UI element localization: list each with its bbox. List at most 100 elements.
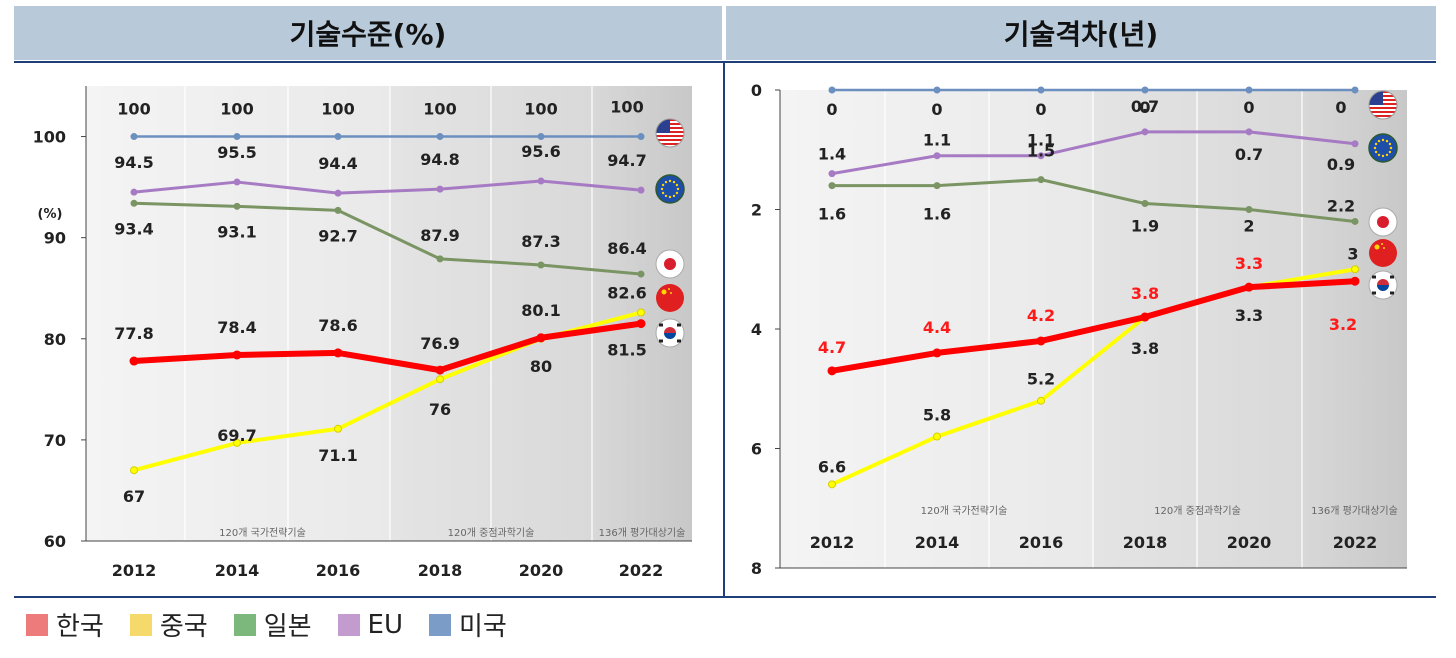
gap-label-korea-2012: 4.7	[818, 338, 846, 357]
gap-label-japan-2020: 2	[1243, 217, 1254, 236]
level-label-korea-2018: 76.9	[420, 334, 459, 353]
level-label-eu-2022: 94.7	[607, 151, 646, 170]
level-point-usa-2018	[436, 133, 444, 141]
level-label-china-2018: 76	[429, 400, 451, 419]
level-unit-label: (%)	[38, 207, 63, 222]
footer-divider	[14, 596, 1436, 598]
gap-point-china-2016	[1037, 396, 1045, 405]
level-series-korea	[133, 320, 642, 374]
legend-label-usa: 미국	[459, 612, 507, 642]
level-flag-japan-icon	[655, 249, 685, 279]
gap-label-korea-2018: 3.8	[1131, 284, 1159, 303]
gap-point-usa-2012	[828, 86, 836, 94]
gap-point-korea-2014	[932, 348, 942, 358]
gap-point-china-2022	[1351, 265, 1359, 274]
level-label-usa-2012: 100	[117, 100, 150, 119]
level-label-china-2020: 80	[530, 357, 552, 376]
level-period-note-1: 120개 국가전략기술	[219, 527, 306, 539]
level-flag-china-icon	[656, 284, 684, 312]
gap-point-usa-2018	[1141, 86, 1149, 94]
gap-label-japan-2012: 1.6	[818, 205, 846, 224]
gap-label-usa-2018: 0	[1139, 98, 1150, 117]
legend-swatch-usa	[429, 613, 451, 636]
level-x-tick-2020: 2020	[519, 561, 564, 580]
gap-y-tick-8: 8	[751, 559, 762, 578]
level-label-usa-2022: 100	[610, 98, 643, 117]
level-point-usa-2022	[637, 133, 645, 141]
level-point-eu-2016	[334, 189, 342, 197]
gap-point-korea-2018	[1140, 312, 1150, 322]
gap-x-tick-2022: 2022	[1333, 533, 1378, 552]
level-label-eu-2020: 95.6	[521, 142, 560, 161]
level-label-japan-2018: 87.9	[420, 226, 459, 245]
level-point-usa-2012	[130, 133, 138, 141]
gap-flag-eu-icon	[1368, 133, 1398, 163]
gap-label-eu-2022: 0.9	[1327, 155, 1355, 174]
gap-label-japan-2016: 1.5	[1027, 142, 1055, 161]
level-point-china-2018	[436, 375, 444, 384]
gap-point-eu-2020	[1245, 128, 1253, 136]
level-period-1-bg	[86, 86, 390, 541]
gap-y-tick-6: 6	[751, 440, 762, 459]
level-label-eu-2016: 94.4	[318, 154, 357, 173]
level-label-usa-2020: 100	[524, 100, 557, 119]
gap-label-eu-2016: 1.1	[1027, 131, 1055, 150]
level-label-japan-2016: 92.7	[318, 226, 357, 245]
gap-label-china-2014: 5.8	[923, 406, 951, 425]
gap-series-korea	[831, 278, 1356, 374]
legend-item-japan: 일본	[233, 606, 312, 643]
gap-label-korea-2016: 4.2	[1027, 306, 1055, 325]
gap-point-japan-2018	[1141, 200, 1149, 208]
legend-swatch-korea	[26, 613, 48, 636]
level-series-japan	[133, 201, 642, 276]
gap-label-usa-2016: 0	[1035, 100, 1046, 119]
gap-label-eu-2012: 1.4	[818, 145, 846, 164]
gap-label-japan-2014: 1.6	[923, 205, 951, 224]
gap-point-eu-2018	[1141, 128, 1149, 136]
gap-label-china-2018: 3.8	[1131, 339, 1159, 358]
gap-x-tick-2016: 2016	[1019, 533, 1064, 552]
gap-point-china-2012	[828, 480, 836, 489]
level-point-usa-2020	[537, 133, 545, 141]
header-divider	[14, 61, 1436, 63]
level-label-korea-2016: 78.6	[318, 316, 357, 335]
gap-label-china-2022: 3	[1347, 244, 1358, 263]
panel-divider	[723, 62, 725, 597]
level-label-japan-2022: 86.4	[607, 239, 646, 258]
level-label-korea-2022: 81.5	[607, 341, 646, 360]
gap-x-tick-2012: 2012	[810, 533, 855, 552]
gap-label-eu-2020: 0.7	[1235, 145, 1263, 164]
level-point-china-2016	[334, 424, 342, 433]
level-label-japan-2020: 87.3	[521, 232, 560, 251]
legend: 한국 중국 일본 EU 미국	[26, 606, 533, 643]
right-chart-title: 기술격차(년)	[726, 6, 1436, 60]
level-label-korea-2020: 80.1	[521, 301, 560, 320]
gap-label-china-2012: 6.6	[818, 457, 846, 476]
gap-point-eu-2016	[1037, 152, 1045, 160]
level-label-eu-2012: 94.5	[114, 153, 153, 172]
gap-label-eu-2014: 1.1	[923, 131, 951, 150]
gap-point-usa-2016	[1037, 86, 1045, 94]
level-point-eu-2018	[436, 185, 444, 193]
level-label-china-2022: 82.6	[607, 283, 646, 302]
level-point-china-2014	[233, 438, 241, 447]
level-point-korea-2022	[636, 319, 646, 329]
gap-point-usa-2014	[933, 86, 941, 94]
legend-label-china: 중국	[159, 612, 208, 642]
level-period-note-3: 136개 평가대상기술	[599, 527, 686, 539]
level-point-usa-2014	[233, 133, 241, 141]
level-label-japan-2014: 93.1	[217, 222, 256, 241]
gap-label-usa-2014: 0	[931, 100, 942, 119]
legend-swatch-japan	[233, 613, 256, 636]
level-y-tick-70: 70	[44, 431, 66, 450]
gap-period-3-bg	[1302, 90, 1407, 568]
gap-point-japan-2020	[1245, 206, 1253, 213]
level-y-tick-60: 60	[44, 532, 66, 551]
gap-flag-china-icon	[1369, 239, 1397, 267]
level-x-tick-2014: 2014	[215, 561, 260, 580]
level-y-tick-80: 80	[44, 330, 66, 349]
legend-swatch-china	[129, 613, 152, 636]
level-label-china-2012: 67	[123, 487, 145, 506]
level-point-eu-2012	[130, 188, 138, 196]
